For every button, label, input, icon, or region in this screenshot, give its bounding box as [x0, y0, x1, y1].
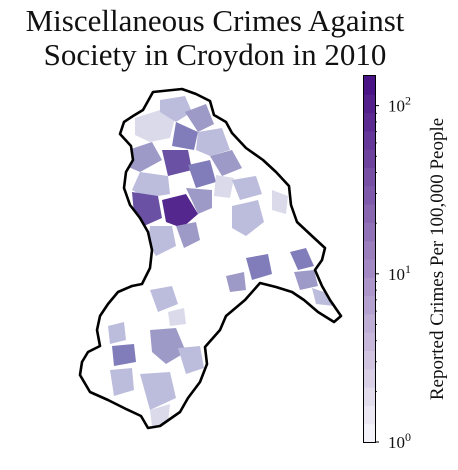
- area-patch: [150, 286, 178, 312]
- area-patch: [186, 188, 212, 214]
- area-patch: [150, 404, 170, 426]
- colorbar-frame: [363, 75, 376, 443]
- area-patch: [196, 128, 230, 156]
- colorbar-band: [364, 167, 375, 187]
- colorbar-band: [364, 130, 375, 150]
- area-patch: [140, 372, 176, 410]
- colorbar-band: [364, 277, 375, 297]
- area-patch: [232, 176, 262, 200]
- colorbar-band: [364, 368, 375, 388]
- colorbar-tick-label: 102: [388, 94, 411, 116]
- area-patch: [290, 248, 314, 270]
- area-patch: [148, 226, 176, 256]
- colorbar-band: [364, 222, 375, 242]
- colorbar-band: [364, 204, 375, 223]
- colorbar-band: [364, 112, 375, 132]
- area-patch: [226, 272, 246, 292]
- area-patch: [108, 322, 126, 344]
- colorbar-tick-label: 101: [388, 262, 411, 284]
- colorbar-band: [364, 185, 375, 205]
- area-patch: [110, 368, 134, 396]
- area-patch: [162, 150, 192, 176]
- area-patch: [176, 222, 200, 248]
- colorbar-band: [364, 259, 375, 278]
- area-patch: [294, 270, 318, 290]
- area-patch: [132, 172, 170, 198]
- colorbar-band: [364, 76, 375, 95]
- area-patch: [162, 194, 198, 228]
- area-patch: [210, 150, 242, 176]
- area-patch: [126, 142, 162, 172]
- colorbar-band: [364, 350, 375, 370]
- area-patch: [188, 160, 216, 188]
- colorbar-bands: [364, 76, 375, 443]
- colorbar-band: [364, 295, 375, 315]
- area-patch: [214, 175, 234, 198]
- area-patch: [168, 308, 186, 326]
- area-patch: [312, 288, 334, 306]
- area-patch: [246, 254, 272, 280]
- map-title-line-1: Miscellaneous Crimes Against: [25, 3, 405, 38]
- colorbar-ticks: 100 101 102: [375, 94, 411, 452]
- colorbar-band: [364, 405, 375, 425]
- area-patch: [135, 110, 175, 142]
- map-title: Miscellaneous Crimes Against Society in …: [0, 4, 430, 72]
- colorbar-band: [364, 313, 375, 333]
- area-patch: [272, 190, 288, 214]
- colorbar-label: Reported Crimes Per 100,000 People: [427, 118, 448, 400]
- colorbar-band: [364, 240, 375, 260]
- area-patch: [178, 346, 204, 374]
- colorbar-band: [364, 94, 375, 114]
- colorbar-tick-label: 100: [388, 430, 411, 452]
- area-patch: [112, 344, 136, 366]
- area-patch: [150, 328, 186, 364]
- borough-boundary: [78, 87, 343, 430]
- area-patch: [172, 122, 198, 150]
- map-title-line-2: Society in Croydon in 2010: [43, 37, 387, 72]
- ward-shading: [108, 96, 334, 426]
- area-patch: [160, 96, 192, 122]
- colorbar-band: [364, 387, 375, 406]
- area-patch: [185, 104, 214, 132]
- colorbar-band: [364, 149, 375, 168]
- area-patch: [232, 200, 264, 236]
- colorbar-band: [364, 332, 375, 351]
- colorbar-band: [364, 423, 375, 443]
